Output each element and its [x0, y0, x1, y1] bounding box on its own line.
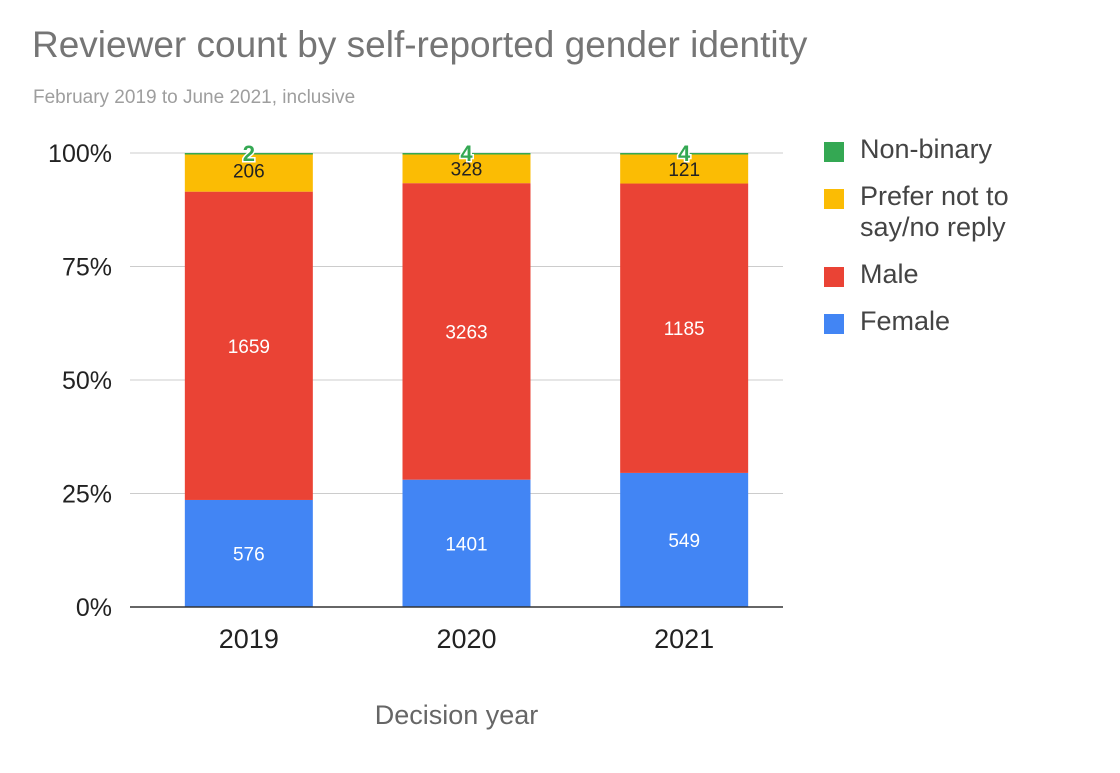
bar-non-binary-2021 — [620, 153, 749, 155]
legend-swatch — [824, 189, 844, 209]
legend-swatch — [824, 267, 844, 287]
legend-item[interactable]: Male — [824, 259, 1060, 290]
chart-title: Reviewer count by self-reported gender i… — [32, 24, 808, 65]
bar-prefer-not-to-say-no-reply-2019 — [184, 153, 313, 192]
data-label: 2 — [243, 141, 255, 166]
legend-swatch — [824, 142, 844, 162]
bar-male-2020 — [402, 183, 531, 480]
bar-non-binary-2020 — [402, 153, 531, 155]
x-tick-label: 2020 — [436, 624, 496, 654]
data-label: 121 — [668, 160, 700, 181]
legend-item[interactable]: Female — [824, 306, 1060, 337]
data-label: 4 — [678, 141, 691, 166]
bar-prefer-not-to-say-no-reply-2020 — [402, 153, 531, 184]
bar-male-2021 — [620, 183, 749, 473]
x-tick-label: 2019 — [219, 624, 279, 654]
data-label: 328 — [451, 159, 483, 180]
legend: Non-binary Prefer not to say/no reply Male… — [824, 134, 1060, 353]
legend-label: Female — [860, 306, 951, 336]
chart-subtitle: February 2019 to June 2021, inclusive — [33, 87, 356, 108]
x-axis-title: Decision year — [374, 700, 539, 730]
data-label: 1659 — [228, 337, 270, 358]
legend-label: Male — [860, 259, 919, 289]
data-label: 3263 — [445, 322, 487, 343]
x-tick-label: 2021 — [654, 624, 714, 654]
legend-item[interactable]: Non-binary — [824, 134, 1060, 165]
legend-item[interactable]: Prefer not to say/no reply — [824, 181, 1060, 243]
bar-prefer-not-to-say-no-reply-2021 — [620, 153, 749, 184]
bar-female-2021 — [620, 472, 749, 607]
legend-label: Prefer not to say/no reply — [860, 181, 1009, 242]
bar-female-2019 — [184, 499, 313, 607]
legend-label: Non-binary — [860, 134, 993, 164]
bar-female-2020 — [402, 479, 531, 607]
data-label: 1185 — [664, 319, 705, 340]
y-tick-label: 25% — [62, 481, 112, 509]
y-tick-label: 0% — [76, 594, 112, 622]
data-label: 4 — [460, 141, 473, 166]
y-tick-label: 50% — [62, 367, 112, 395]
data-label: 1401 — [445, 534, 487, 555]
y-tick-label: 100% — [48, 140, 112, 168]
bar-non-binary-2019 — [184, 153, 313, 155]
data-label: 576 — [233, 544, 265, 565]
legend-swatch — [824, 314, 844, 334]
data-label: 206 — [233, 161, 265, 182]
y-tick-label: 75% — [62, 254, 112, 282]
data-label: 549 — [668, 531, 700, 552]
bar-male-2019 — [184, 191, 313, 500]
